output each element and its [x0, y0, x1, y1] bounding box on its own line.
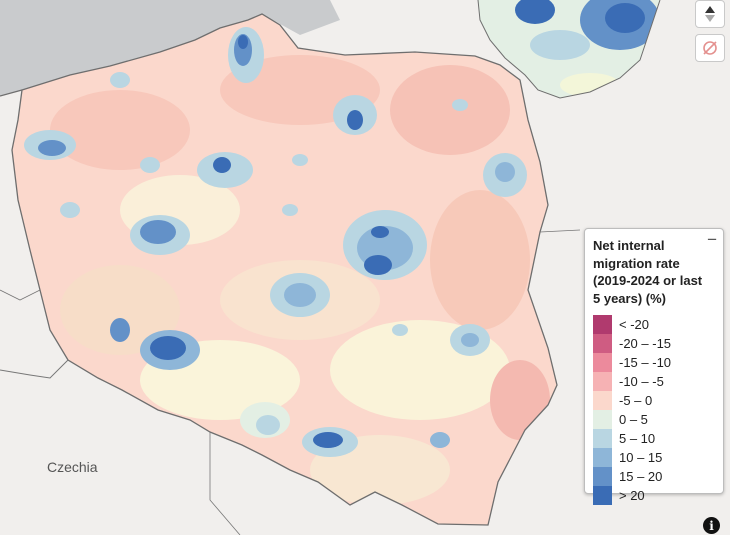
bydgoszcz-cluster	[197, 152, 253, 188]
country-border	[0, 289, 41, 301]
szczecin-cluster	[24, 130, 76, 160]
legend-label: < -20	[619, 317, 649, 332]
olsztyn-cluster	[333, 95, 377, 135]
legend-swatch	[593, 315, 612, 334]
info-button[interactable]: i	[703, 517, 720, 534]
legend-entry: 15 – 20	[593, 467, 715, 486]
legend-label: 0 – 5	[619, 412, 648, 427]
legend-collapse-button[interactable]: −	[707, 230, 717, 249]
country-border	[539, 229, 581, 233]
north-arrow-icon	[705, 6, 715, 22]
legend-label: -10 – -5	[619, 374, 664, 389]
legend-entry: < -20	[593, 315, 715, 334]
hide-layer-button[interactable]	[695, 34, 725, 62]
legend-entry: 10 – 15	[593, 448, 715, 467]
poznan-cluster	[130, 215, 190, 255]
gdansk-cluster	[228, 27, 264, 83]
warsaw-cluster	[343, 210, 427, 280]
legend-entries: < -20 -20 – -15 -15 – -10 -10 – -5 -5 – 0 0 –…	[593, 315, 715, 505]
legend-title: Net internal migration rate (2019-2024 o…	[593, 238, 703, 306]
legend-label: 10 – 15	[619, 450, 663, 465]
legend-swatch	[593, 334, 612, 353]
krakow-cluster	[302, 427, 358, 457]
legend-entry: -15 – -10	[593, 353, 715, 372]
poland-regions	[12, 14, 557, 525]
silesia-cluster	[240, 402, 290, 438]
legend-label: -15 – -10	[619, 355, 672, 370]
wroclaw-cluster	[140, 330, 200, 370]
lublin-cluster	[450, 324, 490, 356]
legend-label: -20 – -15	[619, 336, 672, 351]
legend-label: -5 – 0	[619, 393, 653, 408]
legend-entry: 5 – 10	[593, 429, 715, 448]
legend-entry: -20 – -15	[593, 334, 715, 353]
legend-panel: − Net internal migration rate (2019-2024…	[584, 228, 724, 505]
legend-label: 15 – 20	[619, 469, 663, 484]
lodz-cluster	[270, 273, 330, 317]
poland-border	[11, 13, 558, 526]
legend-swatch	[593, 391, 612, 410]
legend-swatch	[593, 429, 612, 448]
legend-entry: -5 – 0	[593, 391, 715, 410]
legend-entry: > 20	[593, 486, 715, 505]
legend-entry: -10 – -5	[593, 372, 715, 391]
hide-layer-icon	[703, 41, 717, 55]
legend-swatch	[593, 448, 612, 467]
legend-swatch	[593, 486, 612, 505]
legend-label: > 20	[619, 488, 645, 503]
legend-entry: 0 – 5	[593, 410, 715, 429]
country-border	[0, 89, 23, 97]
legend-swatch	[593, 372, 612, 391]
bialystok-cluster	[483, 153, 527, 197]
legend-swatch	[593, 353, 612, 372]
country-border	[0, 359, 69, 379]
north-arrow-button[interactable]	[695, 0, 725, 28]
legend-label: 5 – 10	[619, 431, 656, 446]
legend-swatch	[593, 410, 612, 429]
legend-swatch	[593, 467, 612, 486]
country-border	[209, 432, 241, 535]
country-label-czechia: Czechia	[47, 459, 98, 475]
